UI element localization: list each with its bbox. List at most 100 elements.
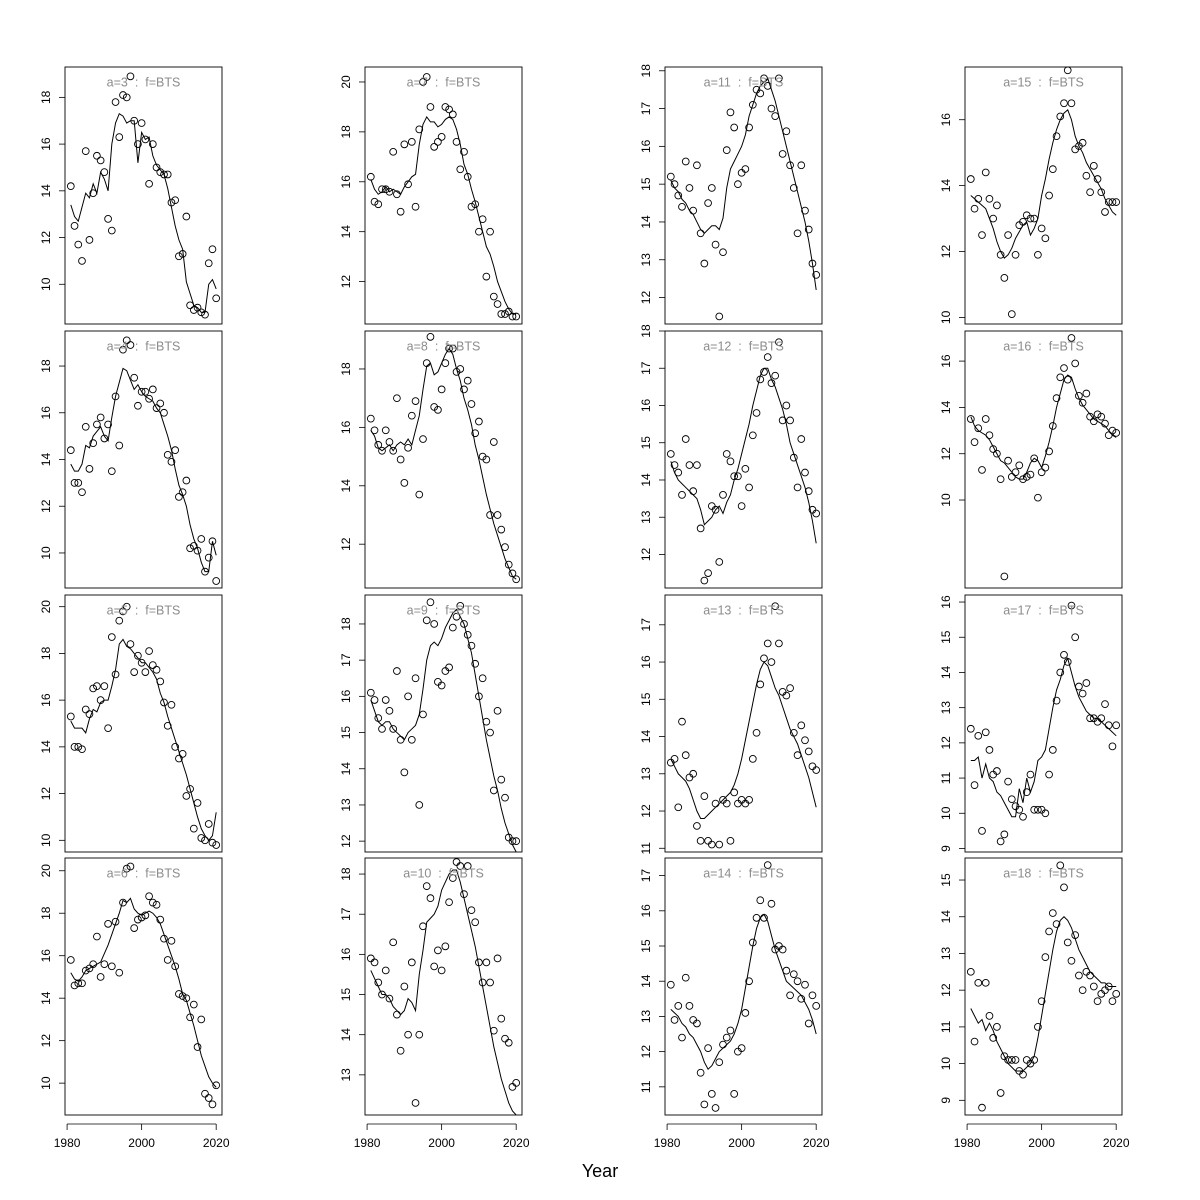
point bbox=[756, 896, 765, 905]
point bbox=[804, 1019, 813, 1028]
point bbox=[670, 461, 679, 469]
point bbox=[1034, 250, 1042, 259]
panel-frame bbox=[64, 857, 223, 1116]
point bbox=[722, 146, 731, 154]
point bbox=[993, 449, 1001, 458]
y-tick-label: 9 bbox=[939, 845, 953, 852]
point bbox=[152, 900, 161, 909]
point bbox=[985, 1012, 994, 1020]
point bbox=[130, 373, 139, 382]
point bbox=[70, 222, 79, 230]
point bbox=[426, 332, 435, 341]
point bbox=[1078, 398, 1087, 407]
point bbox=[456, 862, 465, 870]
y-tick-label: 12 bbox=[39, 231, 53, 245]
point bbox=[175, 252, 183, 261]
point bbox=[970, 204, 979, 213]
point bbox=[741, 464, 750, 473]
point bbox=[674, 803, 683, 812]
point bbox=[378, 185, 386, 194]
point bbox=[771, 371, 780, 380]
point bbox=[966, 415, 975, 423]
point bbox=[1108, 742, 1117, 751]
y-tick-label: 15 bbox=[939, 630, 953, 644]
point bbox=[801, 736, 809, 745]
point bbox=[711, 505, 720, 514]
point bbox=[1086, 412, 1094, 421]
point bbox=[782, 401, 791, 410]
point bbox=[789, 970, 798, 979]
point bbox=[734, 472, 742, 481]
point bbox=[81, 705, 90, 714]
point bbox=[189, 1000, 198, 1009]
panel-frame bbox=[964, 330, 1123, 589]
point bbox=[1048, 746, 1057, 754]
point bbox=[711, 1104, 720, 1112]
point bbox=[107, 467, 116, 476]
point bbox=[171, 962, 180, 971]
point bbox=[970, 781, 979, 789]
point bbox=[482, 958, 491, 967]
point bbox=[189, 542, 198, 550]
y-tick-label: 16 bbox=[939, 595, 953, 609]
point bbox=[771, 602, 780, 611]
point bbox=[493, 954, 502, 963]
point bbox=[752, 409, 761, 417]
point bbox=[1026, 214, 1035, 223]
point bbox=[1052, 920, 1061, 928]
y-tick-label: 16 bbox=[939, 113, 953, 127]
point bbox=[1089, 982, 1098, 991]
y-tick-label: 12 bbox=[339, 275, 353, 289]
point bbox=[404, 180, 412, 189]
y-tick-label: 20 bbox=[339, 75, 353, 89]
point bbox=[493, 300, 502, 308]
point bbox=[493, 511, 502, 519]
point bbox=[389, 938, 398, 947]
point bbox=[93, 932, 101, 941]
point bbox=[463, 862, 472, 870]
point bbox=[1071, 633, 1080, 642]
point bbox=[666, 172, 675, 181]
point bbox=[974, 978, 983, 987]
y-tick-label: 14 bbox=[39, 740, 53, 754]
point bbox=[775, 338, 783, 347]
point bbox=[812, 509, 821, 518]
point bbox=[993, 1023, 1001, 1031]
point bbox=[763, 639, 772, 648]
point bbox=[115, 616, 124, 625]
y-tick-label: 12 bbox=[639, 1045, 653, 1059]
point bbox=[704, 199, 712, 207]
point bbox=[104, 724, 112, 733]
point bbox=[978, 827, 986, 835]
point bbox=[1056, 861, 1065, 870]
point bbox=[804, 747, 813, 756]
point bbox=[1112, 989, 1121, 998]
point bbox=[175, 754, 183, 763]
point bbox=[1078, 986, 1087, 995]
point bbox=[786, 991, 794, 1000]
point bbox=[1030, 454, 1039, 463]
point bbox=[1060, 883, 1068, 892]
point bbox=[381, 696, 390, 704]
y-tick-label: 18 bbox=[39, 646, 53, 660]
point bbox=[801, 980, 809, 989]
point bbox=[1007, 310, 1016, 318]
y-tick-label: 13 bbox=[639, 510, 653, 524]
panel-frame bbox=[664, 857, 823, 1116]
point bbox=[463, 376, 472, 385]
point bbox=[767, 104, 776, 113]
point bbox=[737, 502, 746, 510]
point bbox=[381, 966, 390, 975]
point bbox=[719, 491, 727, 499]
y-tick-label: 13 bbox=[339, 1068, 353, 1082]
panel-title: a=11 : f=BTS bbox=[704, 75, 784, 89]
point bbox=[78, 979, 86, 988]
y-tick-label: 12 bbox=[939, 983, 953, 997]
point bbox=[400, 768, 409, 777]
point bbox=[512, 575, 521, 584]
point bbox=[745, 123, 753, 132]
point bbox=[115, 968, 124, 977]
y-tick-label: 11 bbox=[939, 1020, 953, 1033]
point bbox=[681, 157, 690, 166]
y-tick-label: 10 bbox=[939, 310, 953, 324]
